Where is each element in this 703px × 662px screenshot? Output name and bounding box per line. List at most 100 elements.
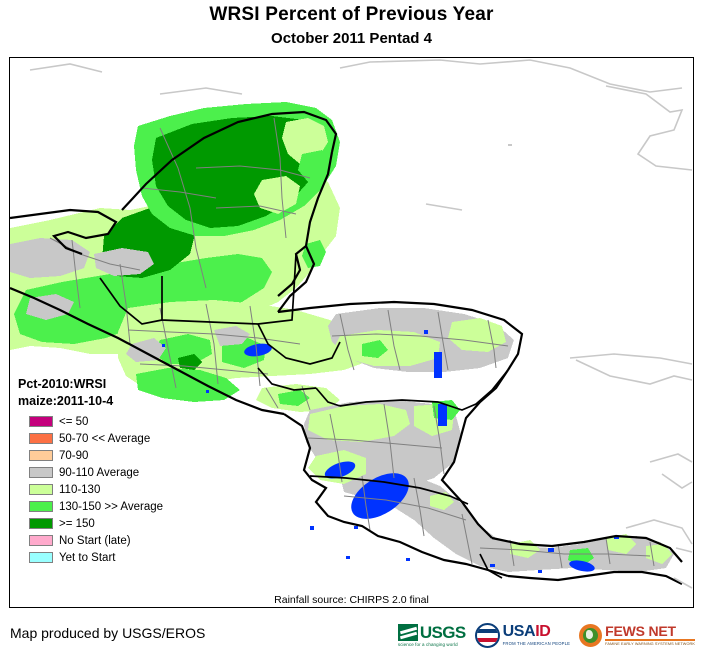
legend-row: 90-110 Average — [18, 464, 208, 481]
class-4cf-belize — [302, 240, 326, 268]
legend-row: 70-90 — [18, 447, 208, 464]
legend-title-line1: Pct-2010:WRSI — [18, 377, 107, 391]
border-guatemala-elsalvador — [257, 367, 317, 391]
water-small-3 — [310, 526, 314, 530]
legend-row: No Start (late) — [18, 532, 208, 549]
legend-label: 70-90 — [59, 449, 89, 462]
class-110-130-hond-sw — [334, 330, 440, 366]
water-small-6 — [206, 390, 209, 393]
border-honduras-elsalvador — [315, 387, 341, 407]
wrsi-raster-central — [118, 300, 514, 412]
water-small-9 — [406, 558, 410, 561]
legend-label: Yet to Start — [59, 551, 116, 564]
border-mexico-guatemala-west — [99, 277, 163, 325]
fews-wordmark: FEWS NET — [605, 623, 676, 639]
footer-credit: Map produced by USGS/EROS — [10, 625, 206, 641]
water-small-13 — [614, 536, 619, 539]
usgs-logo: USGS science for a changing world — [397, 618, 466, 652]
water-small-2 — [438, 404, 447, 426]
coast-nicaragua-caribbean — [440, 369, 509, 539]
fews-globe-icon — [579, 623, 603, 647]
class-90-110-chiapas-hl — [94, 248, 154, 276]
usaid-seal-icon — [474, 622, 500, 648]
water-small-7 — [162, 344, 165, 347]
class-130-150-els-patch — [278, 390, 310, 406]
rainfall-source-note: Rainfall source: CHIRPS 2.0 final — [274, 594, 429, 606]
legend-swatch — [29, 433, 53, 444]
water-small-12 — [548, 548, 554, 552]
page-title: WRSI Percent of Previous Year — [209, 4, 494, 25]
class-110-130-qroo2 — [254, 176, 300, 214]
usaid-wordmark-id: ID — [535, 623, 551, 640]
legend-swatch — [29, 552, 53, 563]
map-canvas[interactable] — [10, 58, 693, 607]
coast-yucatan-gulf — [10, 208, 118, 256]
fews-tagline: FAMINE EARLY WARNING SYSTEMS NETWORK — [605, 642, 695, 646]
water-small-11 — [538, 570, 542, 573]
legend-swatch — [29, 450, 53, 461]
usaid-logo: USAID FROM THE AMERICAN PEOPLE — [474, 618, 571, 652]
admin-boundaries — [49, 117, 655, 569]
legend-label: 90-110 Average — [59, 466, 140, 479]
legend-row: Yet to Start — [18, 549, 208, 566]
legend-swatch — [29, 484, 53, 495]
coast-honduras-caribbean — [277, 300, 524, 371]
legend-label: <= 50 — [59, 415, 89, 428]
legend-row: 110-130 — [18, 481, 208, 498]
water-small-1 — [434, 352, 442, 378]
map-legend: Pct-2010:WRSI maize:2011-10-4 <= 50 50-70… — [18, 376, 208, 566]
border-guatemala-honduras — [257, 323, 341, 365]
usgs-tagline: science for a changing world — [397, 641, 458, 647]
logo-row: USGS science for a changing world USAID … — [397, 618, 695, 652]
title-block: WRSI Percent of Previous Year October 20… — [0, 0, 703, 50]
class-130-150-gt-patch1 — [154, 334, 212, 364]
water-small-5 — [424, 330, 428, 334]
legend-swatch — [29, 416, 53, 427]
footer-bar: Map produced by USGS/EROS USGS science f… — [0, 608, 703, 662]
class-90-110-costarica — [340, 470, 674, 572]
legend-rows: <= 50 50-70 << Average 70-90 90-110 Average… — [18, 413, 208, 566]
legend-label: 130-150 >> Average — [59, 500, 164, 513]
class-90-110-oaxaca — [10, 238, 90, 278]
outside-coastlines — [29, 59, 693, 545]
lake-gatun — [569, 560, 595, 572]
legend-row: >= 150 — [18, 515, 208, 532]
legend-title-line2: maize:2011-10-4 — [18, 394, 114, 408]
legend-swatch — [29, 467, 53, 478]
page-subtitle: October 2011 Pentad 4 — [271, 30, 432, 47]
legend-label: 110-130 — [59, 483, 101, 496]
legend-row: 50-70 << Average — [18, 430, 208, 447]
coastline-colombia-faint — [673, 547, 693, 589]
coast-pacific-mexico — [10, 286, 285, 416]
usaid-tagline: FROM THE AMERICAN PEOPLE — [502, 641, 571, 646]
usgs-wave-icon — [397, 623, 418, 641]
legend-swatch — [29, 518, 53, 529]
usgs-wordmark: USGS — [419, 622, 466, 642]
legend-swatch — [29, 501, 53, 512]
water-small-8 — [346, 556, 350, 559]
legend-row: 130-150 >> Average — [18, 498, 208, 515]
fews-divider — [605, 639, 695, 641]
legend-swatch — [29, 535, 53, 546]
map-frame[interactable]: Pct-2010:WRSI maize:2011-10-4 <= 50 50-70… — [9, 57, 694, 608]
coast-panama-south — [507, 570, 683, 585]
coast-yucatan-north — [121, 110, 338, 211]
class-110-130-cr-patch — [430, 492, 454, 510]
water-small-4 — [354, 526, 358, 529]
legend-label: 50-70 << Average — [59, 432, 151, 445]
class-110-130-pan-e1 — [606, 534, 636, 554]
usaid-wordmark-usa: USA — [502, 623, 536, 640]
legend-row: <= 50 — [18, 413, 208, 430]
class-90-110-gt-hl1 — [126, 338, 166, 362]
class-130-150-gt-coast — [136, 368, 240, 402]
coastlines — [10, 110, 683, 585]
class-130-150-qroo3 — [298, 150, 330, 182]
coast-pacific-central — [283, 413, 509, 578]
border-honduras-nicaragua — [339, 369, 509, 411]
country-boundaries — [99, 253, 509, 579]
class-130-150-chiapas — [14, 254, 272, 344]
lake-izabal — [244, 343, 272, 357]
legend-label: No Start (late) — [59, 534, 131, 547]
class-130-150-hond-patch — [362, 340, 388, 358]
coast-panama-north — [491, 534, 683, 563]
